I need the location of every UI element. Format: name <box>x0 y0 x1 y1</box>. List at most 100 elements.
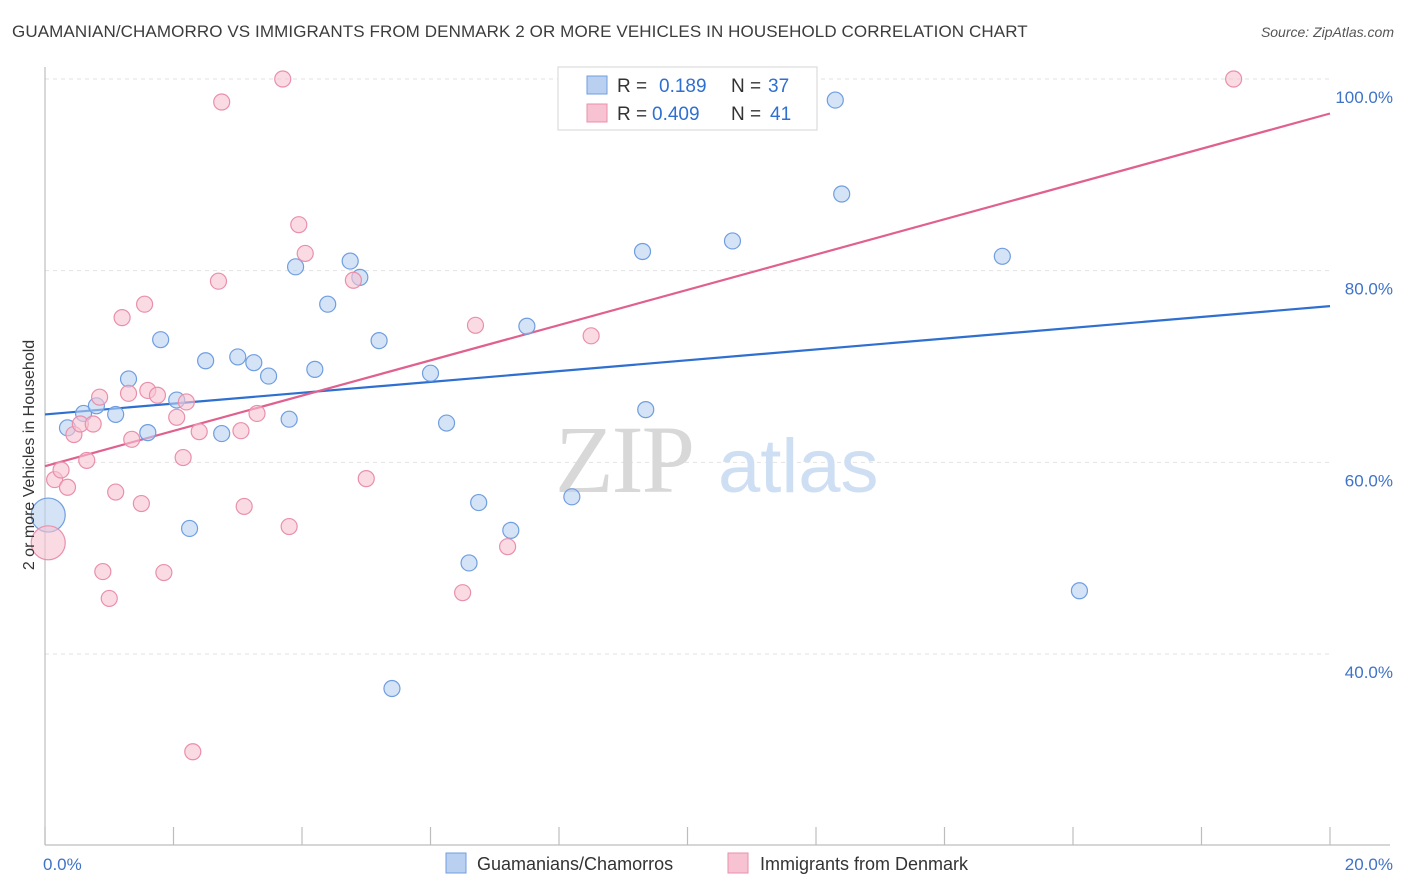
legend-n-value-2: 41 <box>770 104 791 125</box>
point-pink-0 <box>30 525 66 561</box>
point-pink-32 <box>290 216 308 234</box>
point-pink-33 <box>296 244 314 263</box>
y-tick-label-2: 80.0% <box>1345 280 1393 299</box>
point-pink-22 <box>177 393 195 411</box>
point-pink-16 <box>135 295 154 313</box>
legend-swatch-blue <box>586 75 608 95</box>
watermark-atlas: atlas <box>718 424 879 509</box>
point-pink-12 <box>113 309 131 327</box>
bottom-legend-label-pink: Immigrants from Denmark <box>760 854 969 874</box>
point-blue-22 <box>383 679 401 698</box>
point-pink-14 <box>123 430 141 448</box>
point-pink-9 <box>94 562 112 581</box>
point-pink-7 <box>84 415 102 433</box>
point-pink-31 <box>280 517 298 536</box>
watermark: ZIP atlas <box>555 406 879 513</box>
point-blue-36 <box>1070 582 1089 600</box>
point-pink-25 <box>209 272 228 290</box>
point-pink-40 <box>1225 70 1243 88</box>
bottom-legend: Guamanians/Chamorros Immigrants from Den… <box>445 852 969 874</box>
point-blue-16 <box>286 258 305 276</box>
point-pink-35 <box>357 470 375 488</box>
trend-line-blue <box>44 305 1331 416</box>
legend-r-label-2: R = <box>617 104 647 125</box>
point-blue-9 <box>180 519 199 538</box>
chart-title: GUAMANIAN/CHAMORRO VS IMMIGRANTS FROM DE… <box>12 22 1028 41</box>
data-points <box>30 70 1243 761</box>
point-blue-14 <box>259 367 278 385</box>
legend-r-value-1: 0.189 <box>659 76 707 97</box>
point-blue-19 <box>341 252 359 270</box>
bottom-legend-label-blue: Guamanians/Chamorros <box>477 854 673 874</box>
point-blue-18 <box>306 360 324 378</box>
legend-n-value-1: 37 <box>768 76 789 97</box>
point-pink-19 <box>155 563 173 582</box>
point-blue-10 <box>197 352 215 370</box>
point-pink-13 <box>119 384 138 402</box>
legend: R = 0.189 N = 37 R = 0.409 N = 41 <box>557 66 818 131</box>
point-blue-32 <box>723 232 742 250</box>
point-blue-6 <box>139 424 157 442</box>
point-blue-33 <box>826 91 844 109</box>
point-blue-5 <box>119 370 138 388</box>
point-blue-25 <box>460 554 478 572</box>
point-blue-21 <box>370 332 388 350</box>
grid-lines <box>45 78 1330 655</box>
y-tick-label-0: 40.0% <box>1345 663 1393 682</box>
point-pink-23 <box>184 743 202 761</box>
point-pink-30 <box>274 70 292 88</box>
legend-r-value-2: 0.409 <box>652 104 700 125</box>
point-pink-34 <box>344 271 362 289</box>
point-pink-24 <box>190 423 208 441</box>
point-pink-26 <box>213 93 231 111</box>
legend-r-label-1: R = <box>617 76 647 97</box>
point-blue-12 <box>229 348 247 366</box>
point-blue-11 <box>213 424 231 443</box>
point-blue-31 <box>637 401 655 419</box>
point-blue-17 <box>319 295 337 313</box>
point-pink-28 <box>235 497 253 516</box>
point-pink-27 <box>232 422 250 440</box>
point-blue-4 <box>107 405 125 424</box>
point-blue-23 <box>421 364 440 382</box>
bottom-legend-swatch-pink <box>727 852 749 874</box>
point-blue-27 <box>502 521 520 539</box>
point-pink-6 <box>78 451 96 470</box>
bottom-legend-swatch-blue <box>445 852 467 874</box>
y-tick-label-1: 60.0% <box>1345 471 1393 490</box>
point-pink-38 <box>499 538 517 556</box>
point-pink-18 <box>148 386 167 404</box>
y-tick-label-3: 100.0% <box>1335 88 1393 107</box>
point-pink-29 <box>248 404 266 423</box>
point-pink-21 <box>174 448 192 467</box>
chart-source: Source: ZipAtlas.com <box>1260 24 1394 40</box>
point-blue-13 <box>245 354 263 372</box>
y-tick-labels: 40.0% 60.0% 80.0% 100.0% <box>1335 88 1393 682</box>
legend-n-label-2: N = <box>731 104 761 125</box>
x-tick-label-0: 0.0% <box>43 855 82 874</box>
point-pink-37 <box>466 316 485 334</box>
point-blue-28 <box>518 317 536 335</box>
point-pink-10 <box>100 589 118 608</box>
legend-n-label-1: N = <box>731 76 761 97</box>
point-blue-26 <box>470 493 488 512</box>
x-tick-labels: 0.0% 20.0% <box>43 855 1393 874</box>
point-blue-15 <box>280 410 298 428</box>
point-blue-34 <box>833 185 851 203</box>
point-blue-7 <box>152 331 170 349</box>
x-tick-label-1: 20.0% <box>1345 855 1393 874</box>
point-pink-36 <box>454 584 472 602</box>
point-pink-8 <box>91 388 109 406</box>
point-blue-29 <box>563 488 581 506</box>
point-blue-24 <box>437 414 456 432</box>
legend-swatch-pink <box>586 103 608 123</box>
point-blue-35 <box>993 247 1011 265</box>
y-axis-label: 2 or more Vehicles in Household <box>21 340 38 570</box>
point-pink-15 <box>132 494 150 513</box>
axes <box>44 67 1390 846</box>
point-pink-39 <box>582 327 600 345</box>
point-blue-30 <box>633 242 652 261</box>
point-pink-11 <box>107 483 125 501</box>
point-pink-3 <box>58 478 77 496</box>
